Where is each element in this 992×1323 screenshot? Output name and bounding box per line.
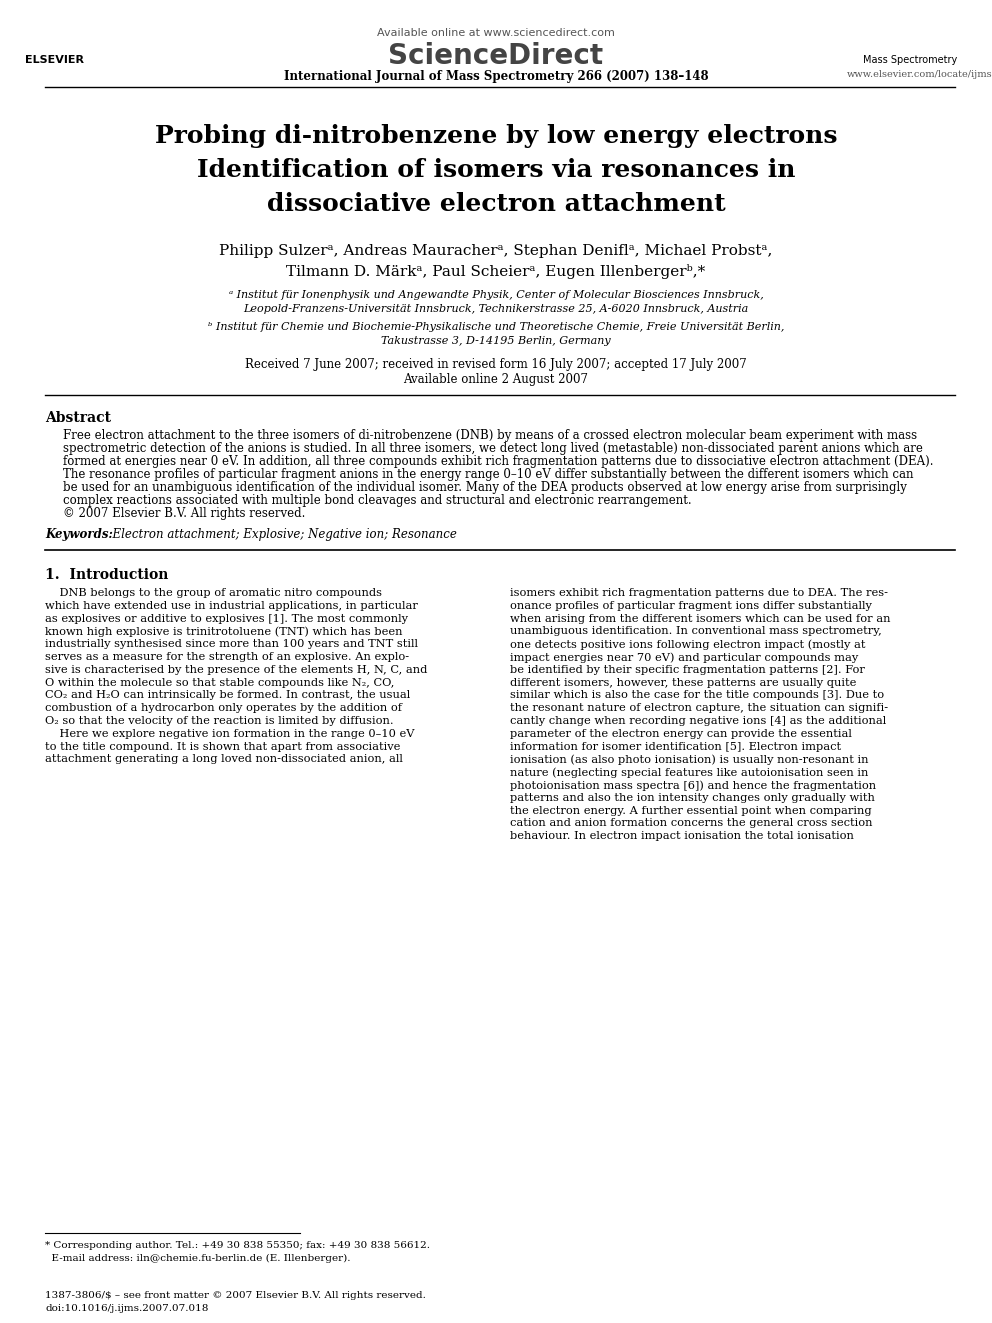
Text: The resonance profiles of particular fragment anions in the energy range 0–10 eV: The resonance profiles of particular fra… — [63, 468, 914, 482]
Text: as explosives or additive to explosives [1]. The most commonly: as explosives or additive to explosives … — [45, 614, 408, 623]
Text: ionisation (as also photo ionisation) is usually non-resonant in: ionisation (as also photo ionisation) is… — [510, 754, 869, 765]
Text: spectrometric detection of the anions is studied. In all three isomers, we detec: spectrometric detection of the anions is… — [63, 442, 923, 455]
Text: sive is characterised by the presence of the elements H, N, C, and: sive is characterised by the presence of… — [45, 664, 428, 675]
Text: DNB belongs to the group of aromatic nitro compounds: DNB belongs to the group of aromatic nit… — [45, 587, 382, 598]
Text: Available online 2 August 2007: Available online 2 August 2007 — [404, 373, 588, 386]
Text: isomers exhibit rich fragmentation patterns due to DEA. The res-: isomers exhibit rich fragmentation patte… — [510, 587, 888, 598]
Text: nature (neglecting special features like autoionisation seen in: nature (neglecting special features like… — [510, 767, 868, 778]
Text: © 2007 Elsevier B.V. All rights reserved.: © 2007 Elsevier B.V. All rights reserved… — [63, 507, 306, 520]
Text: the electron energy. A further essential point when comparing: the electron energy. A further essential… — [510, 806, 872, 815]
Text: photoionisation mass spectra [6]) and hence the fragmentation: photoionisation mass spectra [6]) and he… — [510, 781, 876, 791]
Text: different isomers, however, these patterns are usually quite: different isomers, however, these patter… — [510, 677, 856, 688]
Text: industrially synthesised since more than 100 years and TNT still: industrially synthesised since more than… — [45, 639, 418, 650]
Text: dissociative electron attachment: dissociative electron attachment — [267, 192, 725, 216]
Text: Philipp Sulzerᵃ, Andreas Mauracherᵃ, Stephan Deniflᵃ, Michael Probstᵃ,: Philipp Sulzerᵃ, Andreas Mauracherᵃ, Ste… — [219, 243, 773, 258]
Text: * Corresponding author. Tel.: +49 30 838 55350; fax: +49 30 838 56612.: * Corresponding author. Tel.: +49 30 838… — [45, 1241, 430, 1250]
Text: which have extended use in industrial applications, in particular: which have extended use in industrial ap… — [45, 601, 418, 611]
Text: ELSEVIER: ELSEVIER — [26, 56, 84, 65]
Text: complex reactions associated with multiple bond cleavages and structural and ele: complex reactions associated with multip… — [63, 493, 691, 507]
Text: be identified by their specific fragmentation patterns [2]. For: be identified by their specific fragment… — [510, 664, 865, 675]
Text: information for isomer identification [5]. Electron impact: information for isomer identification [5… — [510, 742, 841, 751]
Text: when arising from the different isomers which can be used for an: when arising from the different isomers … — [510, 614, 891, 623]
Text: cantly change when recording negative ions [4] as the additional: cantly change when recording negative io… — [510, 716, 886, 726]
Text: Free electron attachment to the three isomers of di-nitrobenzene (DNB) by means : Free electron attachment to the three is… — [63, 429, 918, 442]
Text: Available online at www.sciencedirect.com: Available online at www.sciencedirect.co… — [377, 28, 615, 38]
Text: Here we explore negative ion formation in the range 0–10 eV: Here we explore negative ion formation i… — [45, 729, 415, 738]
Text: International Journal of Mass Spectrometry 266 (2007) 138–148: International Journal of Mass Spectromet… — [284, 70, 708, 83]
Text: Mass Spectrometry: Mass Spectrometry — [863, 56, 957, 65]
Text: ScienceDirect: ScienceDirect — [389, 42, 603, 70]
Text: Electron attachment; Explosive; Negative ion; Resonance: Electron attachment; Explosive; Negative… — [105, 528, 457, 541]
Text: formed at energies near 0 eV. In addition, all three compounds exhibit rich frag: formed at energies near 0 eV. In additio… — [63, 455, 933, 468]
Text: O within the molecule so that stable compounds like N₂, CO,: O within the molecule so that stable com… — [45, 677, 395, 688]
Text: onance profiles of particular fragment ions differ substantially: onance profiles of particular fragment i… — [510, 601, 872, 611]
Text: combustion of a hydrocarbon only operates by the addition of: combustion of a hydrocarbon only operate… — [45, 704, 402, 713]
Text: impact energies near 70 eV) and particular compounds may: impact energies near 70 eV) and particul… — [510, 652, 858, 663]
Text: attachment generating a long loved non-dissociated anion, all: attachment generating a long loved non-d… — [45, 754, 403, 765]
Text: Tilmann D. Märkᵃ, Paul Scheierᵃ, Eugen Illenbergerᵇ,*: Tilmann D. Märkᵃ, Paul Scheierᵃ, Eugen I… — [287, 265, 705, 279]
Text: www.elsevier.com/locate/ijms: www.elsevier.com/locate/ijms — [847, 70, 992, 79]
Text: parameter of the electron energy can provide the essential: parameter of the electron energy can pro… — [510, 729, 852, 738]
Text: Keywords:: Keywords: — [45, 528, 113, 541]
Text: ᵃ Institut für Ionenphysik und Angewandte Physik, Center of Molecular Bioscience: ᵃ Institut für Ionenphysik und Angewandt… — [228, 290, 764, 300]
Text: Probing di-nitrobenzene by low energy electrons: Probing di-nitrobenzene by low energy el… — [155, 124, 837, 148]
Text: similar which is also the case for the title compounds [3]. Due to: similar which is also the case for the t… — [510, 691, 884, 700]
Text: O₂ so that the velocity of the reaction is limited by diffusion.: O₂ so that the velocity of the reaction … — [45, 716, 394, 726]
Text: 1387-3806/$ – see front matter © 2007 Elsevier B.V. All rights reserved.: 1387-3806/$ – see front matter © 2007 El… — [45, 1291, 426, 1301]
Text: be used for an unambiguous identification of the individual isomer. Many of the : be used for an unambiguous identificatio… — [63, 482, 907, 493]
Text: serves as a measure for the strength of an explosive. An explo-: serves as a measure for the strength of … — [45, 652, 409, 662]
Text: E-mail address: iln@chemie.fu-berlin.de (E. Illenberger).: E-mail address: iln@chemie.fu-berlin.de … — [45, 1254, 350, 1263]
Text: doi:10.1016/j.ijms.2007.07.018: doi:10.1016/j.ijms.2007.07.018 — [45, 1304, 208, 1312]
Text: Identification of isomers via resonances in: Identification of isomers via resonances… — [196, 157, 796, 183]
Text: Received 7 June 2007; received in revised form 16 July 2007; accepted 17 July 20: Received 7 June 2007; received in revise… — [245, 359, 747, 370]
Text: Leopold-Franzens-Universität Innsbruck, Technikerstrasse 25, A-6020 Innsbruck, A: Leopold-Franzens-Universität Innsbruck, … — [243, 304, 749, 314]
Text: unambiguous identification. In conventional mass spectrometry,: unambiguous identification. In conventio… — [510, 626, 882, 636]
Text: behaviour. In electron impact ionisation the total ionisation: behaviour. In electron impact ionisation… — [510, 831, 854, 841]
Text: to the title compound. It is shown that apart from associative: to the title compound. It is shown that … — [45, 742, 401, 751]
Text: known high explosive is trinitrotoluene (TNT) which has been: known high explosive is trinitrotoluene … — [45, 626, 403, 636]
Text: Abstract: Abstract — [45, 411, 111, 425]
Text: ᵇ Institut für Chemie und Biochemie-Physikalische und Theoretische Chemie, Freie: ᵇ Institut für Chemie und Biochemie-Phys… — [207, 321, 785, 332]
Text: cation and anion formation concerns the general cross section: cation and anion formation concerns the … — [510, 819, 873, 828]
Text: Takustrasse 3, D-14195 Berlin, Germany: Takustrasse 3, D-14195 Berlin, Germany — [381, 336, 611, 347]
Text: patterns and also the ion intensity changes only gradually with: patterns and also the ion intensity chan… — [510, 792, 875, 803]
Text: the resonant nature of electron capture, the situation can signifi-: the resonant nature of electron capture,… — [510, 704, 888, 713]
Text: one detects positive ions following electron impact (mostly at: one detects positive ions following elec… — [510, 639, 865, 650]
Text: 1.  Introduction: 1. Introduction — [45, 568, 169, 582]
Text: CO₂ and H₂O can intrinsically be formed. In contrast, the usual: CO₂ and H₂O can intrinsically be formed.… — [45, 691, 411, 700]
